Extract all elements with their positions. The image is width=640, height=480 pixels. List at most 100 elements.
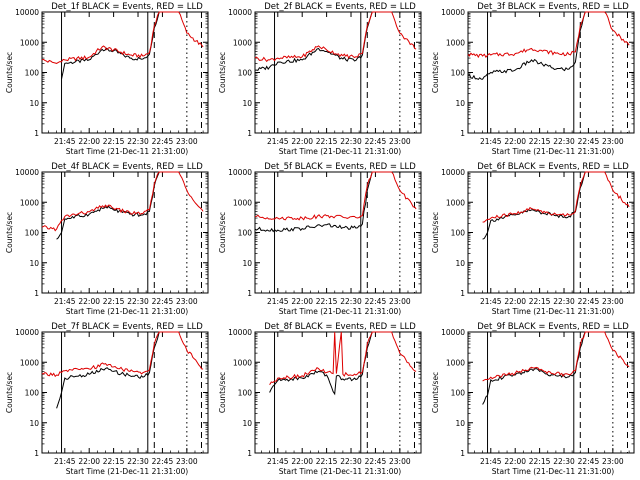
y-tick-label: 10 <box>455 99 465 108</box>
events-series-line <box>255 11 384 71</box>
plot-frame <box>41 171 209 294</box>
y-axis-label: Counts/sec <box>218 372 227 413</box>
chart-svg-1: Det_1f BLACK = Events, RED = LLD 1 10 100 10… <box>5 2 209 156</box>
lld-series-line <box>269 331 417 386</box>
y-tick-label: 1000 <box>233 198 252 207</box>
x-tick-label: 22:30 <box>127 137 149 146</box>
y-tick-label: 1000 <box>20 198 39 207</box>
chart-svg-3: Det_3f BLACK = Events, RED = LLD 1 10 100 10… <box>431 2 635 156</box>
x-axis-label: Start Time (21-Dec-11 21:31:00) <box>492 307 614 316</box>
x-tick-label: 22:15 <box>103 457 125 466</box>
chart-title: Det_1f BLACK = Events, RED = LLD <box>51 2 203 12</box>
y-tick-label: 100 <box>451 69 466 78</box>
chart-panel-1: Det_1f BLACK = Events, RED = LLD 1 10 100 10… <box>0 0 213 160</box>
x-tick-label: 23:00 <box>602 457 624 466</box>
y-axis-label: Counts/sec <box>5 212 14 253</box>
y-tick-label: 10000 <box>441 8 465 17</box>
events-series-line <box>61 11 171 80</box>
chart-panel-4: Det_4f BLACK = Events, RED = LLD 1 10 100 10… <box>0 160 213 320</box>
chart-panel-9: Det_9f BLACK = Events, RED = LLD 1 10 100 10… <box>426 320 639 480</box>
y-tick-label: 1000 <box>233 38 252 47</box>
y-tick-label: 1 <box>34 449 39 458</box>
x-tick-label: 22:30 <box>127 457 149 466</box>
x-axis-label: Start Time (21-Dec-11 21:31:00) <box>492 147 614 156</box>
y-tick-label: 100 <box>238 389 253 398</box>
y-tick-label: 100 <box>238 69 253 78</box>
x-tick-label: 21:45 <box>54 457 76 466</box>
y-tick-label: 10000 <box>15 168 39 177</box>
x-tick-label: 23:00 <box>176 457 198 466</box>
chart-panel-8: Det_8f BLACK = Events, RED = LLD 1 10 100 10… <box>213 320 426 480</box>
y-tick-label: 1000 <box>446 198 465 207</box>
x-tick-label: 22:45 <box>152 457 174 466</box>
x-tick-label: 22:30 <box>340 297 362 306</box>
y-tick-label: 1 <box>247 289 252 298</box>
chart-panel-3: Det_3f BLACK = Events, RED = LLD 1 10 100 10… <box>426 0 639 160</box>
x-tick-label: 22:30 <box>340 137 362 146</box>
x-tick-label: 22:15 <box>316 137 338 146</box>
y-tick-label: 1 <box>460 449 465 458</box>
y-tick-label: 1000 <box>20 358 39 367</box>
y-tick-label: 100 <box>25 389 40 398</box>
chart-svg-4: Det_4f BLACK = Events, RED = LLD 1 10 100 10… <box>5 162 209 316</box>
lld-series-line <box>482 171 630 223</box>
plot-frame <box>254 331 422 454</box>
events-series-line <box>467 11 597 81</box>
x-axis-label: Start Time (21-Dec-11 21:31:00) <box>66 307 188 316</box>
y-axis-label: Counts/sec <box>431 372 440 413</box>
chart-panel-6: Det_6f BLACK = Events, RED = LLD 1 10 100 10… <box>426 160 639 320</box>
y-tick-label: 100 <box>238 229 253 238</box>
x-tick-label: 22:45 <box>578 297 600 306</box>
y-tick-label: 100 <box>25 229 40 238</box>
lld-series-line <box>254 171 417 221</box>
x-tick-label: 22:30 <box>553 457 575 466</box>
y-tick-label: 10000 <box>228 168 252 177</box>
x-tick-label: 21:45 <box>54 137 76 146</box>
y-axis-label: Counts/sec <box>5 372 14 413</box>
plot-frame <box>254 11 422 134</box>
lld-series-line <box>467 11 630 59</box>
x-tick-label: 21:45 <box>267 457 289 466</box>
y-tick-label: 1 <box>247 449 252 458</box>
x-tick-label: 22:45 <box>365 137 387 146</box>
y-tick-label: 10 <box>29 419 39 428</box>
y-tick-label: 1 <box>34 289 39 298</box>
x-tick-label: 22:15 <box>103 137 125 146</box>
x-tick-label: 22:15 <box>529 137 551 146</box>
y-tick-label: 10 <box>455 419 465 428</box>
chart-panel-2: Det_2f BLACK = Events, RED = LLD 1 10 100 10… <box>213 0 426 160</box>
chart-title: Det_5f BLACK = Events, RED = LLD <box>264 162 416 172</box>
chart-svg-9: Det_9f BLACK = Events, RED = LLD 1 10 100 10… <box>431 322 635 476</box>
lld-series-line <box>254 11 417 63</box>
x-axis-label: Start Time (21-Dec-11 21:31:00) <box>279 147 401 156</box>
x-axis-label: Start Time (21-Dec-11 21:31:00) <box>279 307 401 316</box>
x-tick-label: 22:15 <box>529 297 551 306</box>
x-tick-label: 22:30 <box>340 457 362 466</box>
x-tick-label: 22:00 <box>291 137 313 146</box>
x-tick-label: 21:45 <box>480 297 502 306</box>
x-tick-label: 23:00 <box>602 297 624 306</box>
y-tick-label: 1000 <box>446 38 465 47</box>
x-tick-label: 22:00 <box>504 137 526 146</box>
y-tick-label: 10 <box>242 99 252 108</box>
y-axis-label: Counts/sec <box>431 212 440 253</box>
x-tick-label: 22:00 <box>504 297 526 306</box>
x-axis-label: Start Time (21-Dec-11 21:31:00) <box>492 467 614 476</box>
x-tick-label: 22:00 <box>78 137 100 146</box>
y-tick-label: 1000 <box>446 358 465 367</box>
chart-title: Det_2f BLACK = Events, RED = LLD <box>264 2 416 12</box>
x-tick-label: 21:45 <box>54 297 76 306</box>
x-tick-label: 22:45 <box>365 297 387 306</box>
events-series-line <box>254 171 384 233</box>
x-tick-label: 22:45 <box>152 137 174 146</box>
y-tick-label: 10000 <box>228 328 252 337</box>
x-tick-label: 23:00 <box>389 297 411 306</box>
y-tick-label: 1 <box>460 129 465 138</box>
x-axis-label: Start Time (21-Dec-11 21:31:00) <box>279 467 401 476</box>
y-axis-label: Counts/sec <box>218 212 227 253</box>
events-series-line <box>482 171 597 240</box>
y-tick-label: 1 <box>247 129 252 138</box>
x-tick-label: 22:00 <box>291 297 313 306</box>
x-tick-label: 23:00 <box>176 297 198 306</box>
